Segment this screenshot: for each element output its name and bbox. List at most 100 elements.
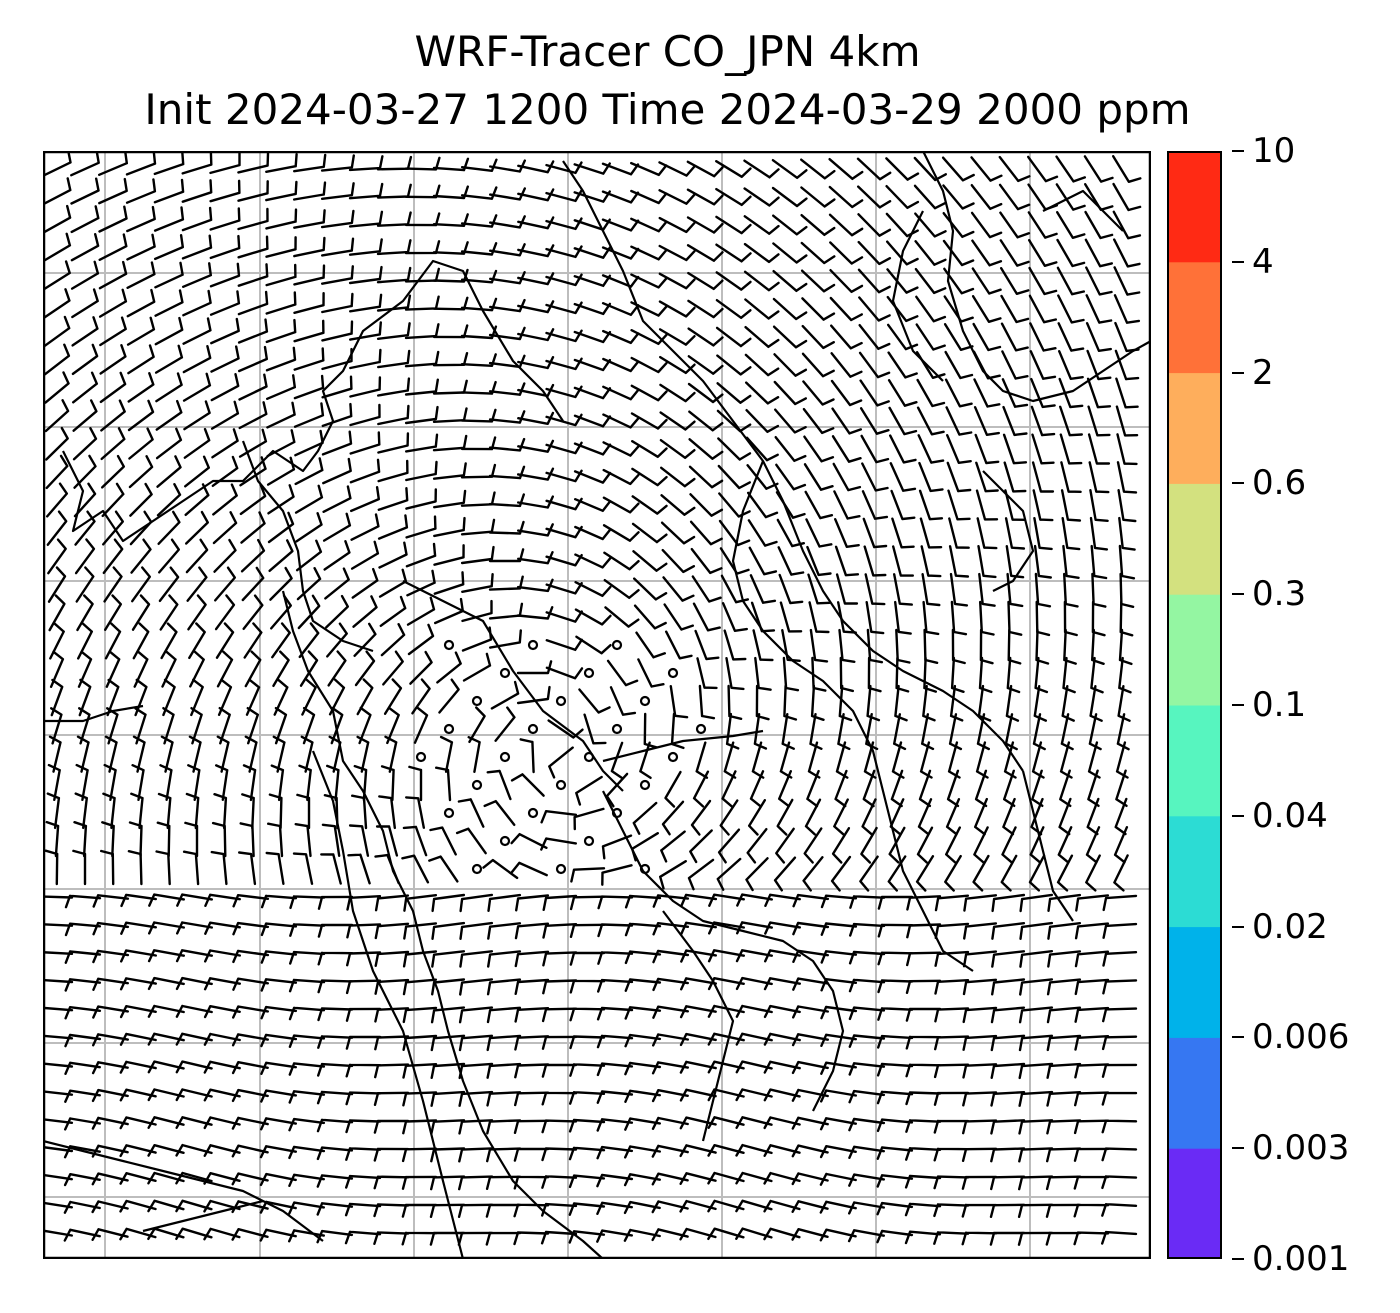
wind-barb	[1085, 322, 1112, 352]
wind-barb	[430, 1006, 466, 1024]
wind-barb	[919, 517, 943, 549]
wind-barb	[689, 520, 723, 546]
wind-barb	[652, 894, 690, 908]
wind-barb	[345, 979, 382, 995]
wind-barb	[288, 1006, 326, 1021]
wind-barb	[630, 189, 668, 205]
wind-barb	[631, 440, 668, 458]
wind-barb	[380, 765, 395, 802]
wind-barb	[597, 923, 634, 938]
wind-barb	[974, 433, 1000, 465]
wind-barb	[401, 1203, 438, 1218]
colorbar-tick	[1232, 1258, 1244, 1260]
wind-barb	[459, 950, 494, 968]
colorbar-tick	[1232, 704, 1244, 706]
wind-barb	[316, 1229, 354, 1244]
wind-barb	[1074, 978, 1110, 996]
wind-barb	[460, 214, 498, 228]
wind-barb	[792, 921, 830, 936]
wind-barb	[402, 1063, 438, 1079]
wind-barb	[439, 735, 454, 773]
wind-barb	[860, 434, 890, 464]
wind-barb	[750, 601, 776, 633]
wind-barb	[486, 1006, 522, 1024]
wind-barb	[320, 853, 342, 885]
wind-barb	[353, 764, 368, 802]
wind-barb	[773, 353, 808, 377]
coastline	[43, 1139, 324, 1242]
wind-barb	[1028, 854, 1046, 892]
wind-barb	[921, 573, 941, 607]
wind-barb	[916, 826, 934, 864]
wind-barb	[575, 635, 612, 655]
wind-barb	[686, 244, 724, 262]
wind-barb	[488, 326, 526, 341]
wind-barb	[160, 622, 178, 660]
wind-barb	[322, 457, 352, 485]
wind-barb	[345, 1007, 382, 1022]
wind-barb	[131, 566, 151, 603]
wind-barb	[316, 1118, 354, 1133]
wind-barb	[128, 455, 154, 489]
wind-barb	[244, 650, 262, 688]
wind-barb	[568, 1118, 606, 1133]
wind-barb	[745, 857, 769, 892]
wind-barb	[849, 922, 886, 937]
wind-barb	[803, 463, 834, 491]
wind-barb	[374, 853, 400, 885]
coastline	[142, 1199, 264, 1233]
wind-barb	[324, 567, 350, 600]
coastline	[402, 580, 624, 792]
wind-barb	[181, 179, 213, 203]
calm-wind-marker	[639, 863, 651, 875]
wind-barb	[348, 155, 384, 172]
wind-barb	[1000, 294, 1030, 324]
colorbar-segment	[1167, 594, 1222, 706]
wind-barb	[949, 684, 964, 722]
wind-barb	[237, 152, 270, 174]
wind-barb	[240, 511, 266, 544]
wind-barb	[747, 519, 778, 547]
wind-barb	[772, 214, 808, 236]
colorbar-tick	[1232, 482, 1244, 485]
wind-barb	[895, 628, 911, 664]
wind-barb	[801, 352, 835, 378]
wind-barb	[377, 459, 409, 483]
wind-barb	[630, 329, 668, 345]
wind-barb	[1027, 211, 1058, 239]
wind-barb	[542, 979, 578, 995]
wind-barb	[260, 1033, 298, 1048]
wind-barb	[889, 462, 917, 492]
wind-barb	[745, 436, 779, 462]
wind-barb	[401, 1147, 438, 1163]
wind-barb	[754, 656, 772, 691]
wind-barb	[624, 1033, 662, 1048]
wind-barb	[211, 455, 239, 487]
wind-barb	[716, 382, 752, 404]
wind-barb	[633, 577, 668, 601]
wind-barb	[1090, 544, 1108, 580]
wind-barb	[1119, 572, 1135, 608]
wind-barb	[154, 234, 184, 261]
wind-barb	[75, 763, 89, 801]
wind-barb	[300, 735, 314, 773]
wind-barb	[624, 978, 662, 992]
wind-barb	[1004, 489, 1026, 521]
wind-barb	[763, 1004, 801, 1019]
wind-barb	[432, 352, 469, 367]
colorbar-segment	[1167, 926, 1222, 1038]
colorbar-tick	[1232, 814, 1244, 817]
wind-barb	[130, 792, 144, 830]
wind-barb	[715, 299, 752, 319]
wind-barb	[148, 893, 185, 907]
wind-barb	[401, 854, 430, 884]
wind-barb	[266, 456, 296, 486]
wind-barb	[578, 688, 611, 714]
wind-barb	[461, 626, 493, 652]
wind-barb	[1059, 741, 1073, 779]
wind-barb	[45, 454, 69, 490]
wind-barb	[373, 1091, 410, 1106]
wind-barb	[376, 211, 412, 227]
coastline	[281, 590, 604, 1259]
wind-barb	[708, 893, 745, 907]
